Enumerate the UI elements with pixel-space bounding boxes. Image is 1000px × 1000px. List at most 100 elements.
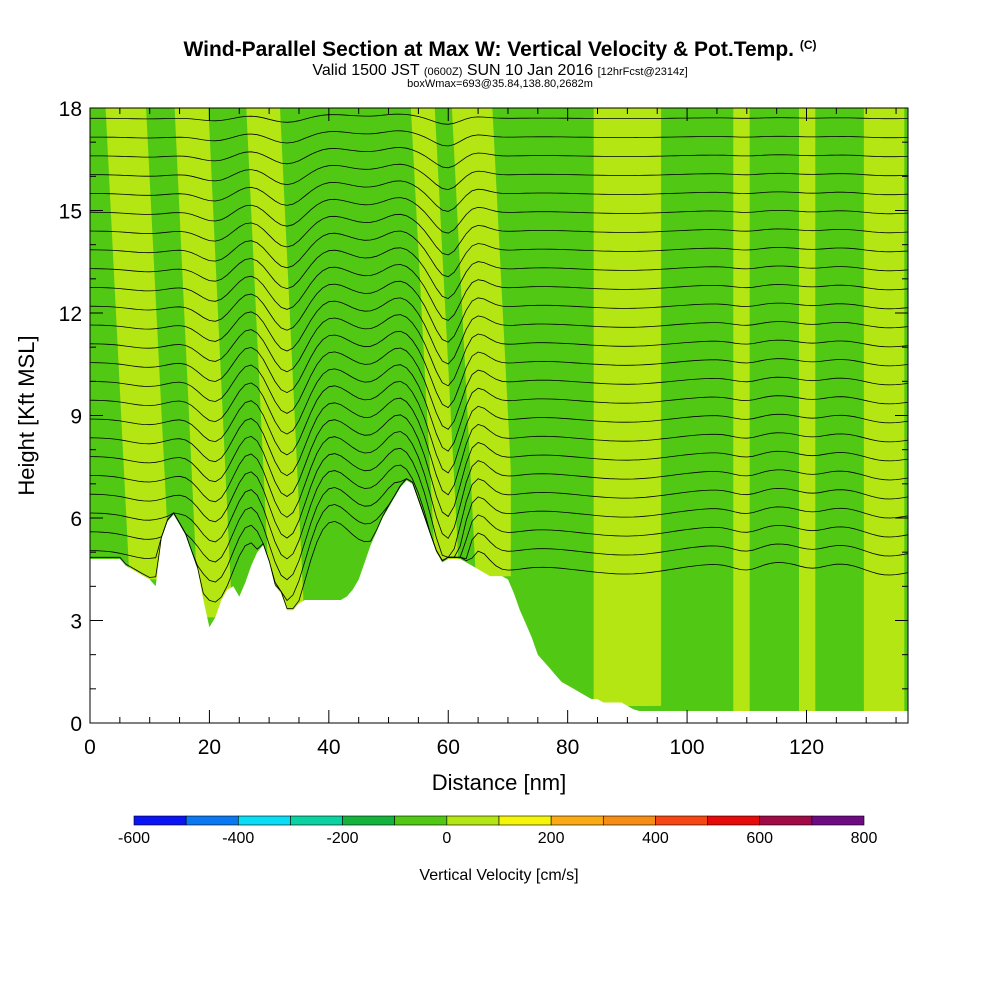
theta-contour (90, 431, 908, 539)
y-tick-label: 9 (70, 406, 82, 429)
y-axis: 0 3 6 9 12 15 18 (59, 98, 908, 736)
velocity-band-level (749, 108, 804, 712)
theta-contour (90, 230, 908, 278)
colorbar-swatch (811, 815, 865, 826)
theta-contour (90, 280, 908, 343)
theta-contour (90, 180, 908, 212)
y-axis-label: Height [Kft MSL] (14, 335, 39, 495)
terrain-mask (90, 480, 908, 723)
colorbar-tick-label: -200 (327, 830, 359, 847)
x-tick-label: 60 (437, 736, 460, 759)
colorbar-swatch (498, 815, 552, 826)
theta-contour (90, 213, 908, 256)
velocity-band-level (451, 108, 517, 577)
theta-contour (90, 414, 908, 518)
colorbar-swatch (446, 815, 500, 826)
theta-contour (90, 147, 908, 169)
velocity-band (451, 108, 517, 577)
theta-contour (90, 380, 908, 474)
theta-contour (90, 163, 908, 191)
theta-contour (90, 397, 908, 496)
velocity-band (510, 108, 565, 655)
theta-contour (90, 347, 908, 430)
theta-contour (90, 97, 908, 102)
theta-contour (90, 314, 908, 387)
x-axis-label: Distance [nm] (432, 770, 567, 795)
colorbar-swatch (655, 815, 708, 826)
velocity-band (749, 108, 804, 712)
velocity-band (815, 108, 870, 712)
colorbar-tick-label: 600 (746, 830, 773, 847)
colorbar-swatch (394, 815, 448, 826)
colorbar: -600 -400 -200 0 200 400 600 800 Vertical Veloci… (118, 815, 878, 884)
velocity-band (593, 108, 662, 706)
theta-contour (90, 297, 908, 365)
velocity-band-level (593, 108, 662, 706)
x-tick-label: 100 (670, 736, 705, 759)
velocity-band-level (815, 108, 870, 712)
chart-title: Wind-Parallel Section at Max W: Vertical… (183, 38, 817, 61)
velocity-band-level (410, 108, 462, 559)
y-tick-label: 18 (59, 98, 82, 121)
x-tick-label: 120 (789, 736, 824, 759)
theta-contour (90, 464, 908, 562)
velocity-band (174, 108, 233, 618)
colorbar-swatch (237, 815, 291, 826)
velocity-band-level (320, 108, 385, 563)
colorbar-swatch (602, 815, 656, 826)
velocity-band-level (284, 108, 350, 600)
x-tick-label: 40 (317, 736, 340, 759)
colorbar-swatch (707, 815, 761, 826)
colorbar-tick-label: 800 (851, 830, 878, 847)
theta-contour (90, 264, 908, 321)
colorbar-swatch (290, 815, 343, 826)
colorbar-swatch (185, 815, 239, 826)
chart-subtitle: Valid 1500 JST (0600Z) SUN 10 Jan 2016 [… (312, 62, 688, 79)
theta-contour (90, 197, 908, 234)
velocity-band (410, 108, 462, 559)
velocity-band (246, 108, 304, 611)
x-tick-label: 0 (84, 736, 96, 759)
velocity-band-level (863, 108, 905, 712)
chart-subtitle-box-wmax: boxWmax=693@35.84,138.80,2682m (407, 78, 593, 90)
y-tick-label: 6 (70, 508, 82, 531)
colorbar-tick-label: -400 (222, 830, 254, 847)
velocity-band (359, 108, 418, 488)
theta-contour (90, 447, 908, 558)
colorbar-tick-label: -600 (118, 830, 150, 847)
velocity-band (320, 108, 385, 563)
velocity-band (863, 108, 905, 712)
y-tick-label: 12 (59, 303, 82, 326)
theta-contour (90, 113, 908, 125)
colorbar-tick-label: 0 (442, 830, 451, 847)
theta-contour (90, 247, 908, 300)
y-tick-label: 3 (70, 611, 82, 634)
colorbar-tick-label: 200 (538, 830, 565, 847)
y-tick-label: 15 (59, 201, 82, 224)
velocity-band-level (174, 108, 233, 618)
title-copyright-mark: (C) (799, 38, 817, 52)
velocity-band-level (359, 108, 418, 488)
x-tick-label: 80 (556, 736, 579, 759)
y-tick-label: 0 (70, 713, 82, 736)
theta-contour (90, 478, 908, 581)
colorbar-title: Vertical Velocity [cm/s] (419, 867, 578, 884)
velocity-band-level (246, 108, 304, 611)
theta-contour (90, 364, 908, 452)
velocity-band-level (510, 108, 565, 655)
colorbar-swatch (342, 815, 396, 826)
colorbar-swatch (759, 815, 813, 826)
theta-contours (90, 97, 908, 609)
colorbar-tick-label: 400 (642, 830, 669, 847)
colorbar-swatch (550, 815, 604, 826)
theta-contour (90, 478, 908, 609)
theta-contour (90, 330, 908, 409)
colorbar-swatch (133, 815, 187, 826)
velocity-band-level (105, 108, 170, 580)
velocity-band (105, 108, 170, 580)
theta-contour (90, 130, 908, 147)
theta-contour (90, 478, 908, 602)
x-axis: 0 20 40 60 80 100 120 (84, 108, 897, 759)
x-tick-label: 20 (198, 736, 221, 759)
